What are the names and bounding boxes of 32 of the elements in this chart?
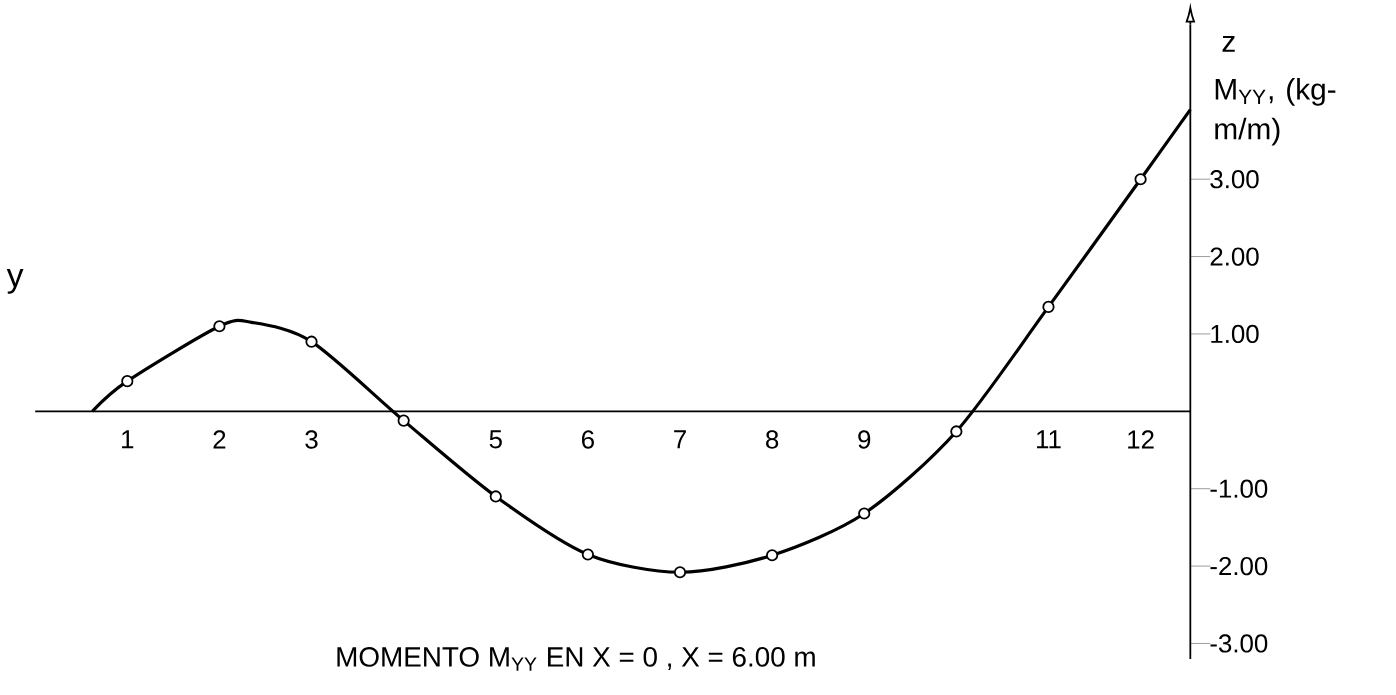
y-tick-label: 3.00: [1210, 170, 1259, 189]
point: [305, 335, 318, 348]
point: [858, 507, 871, 520]
x-tick-label: 1: [122, 430, 134, 449]
x-tick-label: 6: [582, 430, 594, 449]
text: MOMENTO M$_{YY}$ EN X = 0 , X = 6.00 m: [337, 647, 815, 671]
point: [213, 320, 226, 333]
x-tick-label: 12: [1128, 430, 1154, 449]
point: [581, 548, 594, 561]
y-tick-label: -3.00: [1210, 634, 1268, 653]
point: [1134, 173, 1147, 186]
y-tick-label: -2.00: [1210, 556, 1268, 576]
point: [950, 425, 963, 438]
point: [397, 414, 410, 427]
point: [673, 566, 687, 579]
x-tick-label: 5: [489, 430, 502, 449]
point: [489, 490, 502, 503]
point: [766, 549, 779, 562]
x-tick-label: 2: [213, 430, 226, 449]
x-axis-title: y: [6, 268, 24, 294]
x-tick-label: 8: [766, 430, 779, 449]
x-tick-label: 9: [858, 430, 871, 449]
x-tick-label: 7: [674, 430, 686, 449]
x-tick-label: 3: [305, 430, 318, 449]
x-tick-label: 11: [1037, 430, 1061, 449]
point: [1042, 300, 1055, 314]
y-tick-label: 1.00: [1211, 324, 1259, 344]
y-tick-label: 2.00: [1210, 247, 1259, 266]
y-axis-title: z: [1222, 36, 1235, 52]
text: M$_{YY}$, (kg-m/m): [1215, 77, 1336, 146]
y-tick-label: -1.00: [1210, 479, 1268, 498]
point: [121, 375, 134, 388]
